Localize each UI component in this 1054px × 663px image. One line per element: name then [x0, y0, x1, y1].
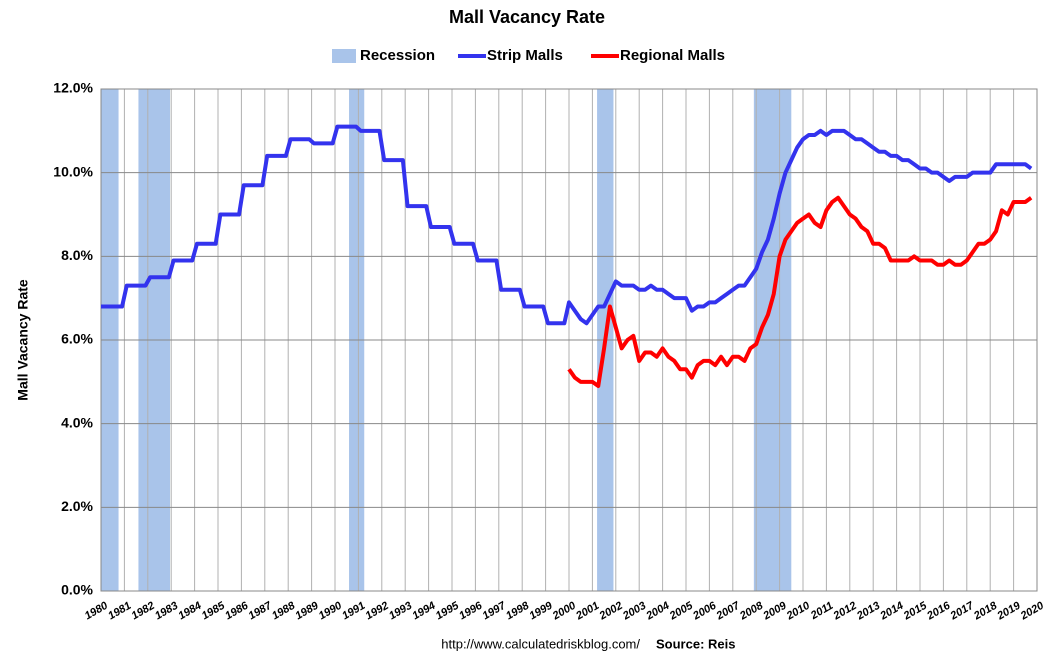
y-axis-label: Mall Vacancy Rate — [15, 279, 31, 401]
legend-label: Recession — [360, 47, 435, 64]
series-line — [101, 124, 1033, 326]
y-tick-label: 8.0% — [61, 247, 93, 263]
series-line — [567, 195, 1033, 389]
y-tick-label: 0.0% — [61, 582, 93, 598]
y-tick-label: 12.0% — [53, 80, 93, 96]
legend-label: Regional Malls — [620, 47, 725, 64]
y-tick-label: 4.0% — [61, 414, 93, 430]
legend-swatch — [332, 49, 356, 63]
footer-source: Source: Reis — [656, 636, 735, 651]
legend-label: Strip Malls — [487, 47, 563, 64]
x-tick-label: 2020 — [1018, 599, 1047, 623]
footer-url: http://www.calculatedriskblog.com/ — [441, 636, 640, 651]
y-tick-label: 10.0% — [53, 163, 93, 179]
plot-frame — [100, 88, 1038, 592]
y-tick-label: 6.0% — [61, 331, 93, 347]
chart-title: Mall Vacancy Rate — [449, 7, 605, 27]
y-tick-label: 2.0% — [61, 498, 93, 514]
